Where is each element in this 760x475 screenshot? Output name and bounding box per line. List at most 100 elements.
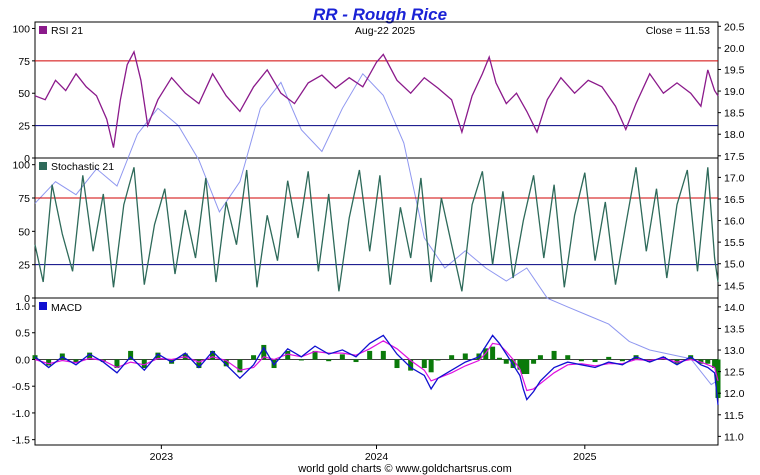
macd-histogram-bar: [712, 359, 718, 369]
stochastic-tick-label: 50: [18, 226, 30, 238]
price-tick-label: 17.5: [724, 151, 745, 163]
price-tick-label: 17.0: [724, 172, 745, 184]
macd-histogram-bar: [619, 359, 625, 362]
price-tick-label: 11.0: [724, 431, 744, 443]
price-tick-label: 15.5: [724, 237, 745, 249]
macd-histogram-bar: [128, 350, 134, 360]
macd-histogram-bar: [367, 350, 373, 360]
macd-histogram-bar: [312, 350, 318, 360]
macd-histogram-bar: [353, 359, 359, 363]
macd-histogram-bar: [606, 356, 612, 360]
macd-histogram-bar: [155, 352, 161, 360]
x-tick-label: 2024: [365, 451, 389, 463]
macd-tick-label: -1.0: [12, 408, 30, 420]
macd-histogram-bar: [428, 359, 434, 373]
stochastic-legend-label: Stochastic 21: [51, 161, 114, 173]
macd-line: [34, 334, 719, 405]
macd-histogram-bar: [462, 353, 468, 360]
price-tick-label: 11.5: [724, 410, 744, 422]
rsi-tick-label: 50: [18, 88, 30, 100]
macd-histogram-bar: [298, 359, 304, 361]
macd-histogram-bar: [114, 359, 120, 369]
rsi-tick-label: 100: [12, 23, 30, 35]
price-tick-label: 20.0: [724, 43, 745, 55]
macd-histogram-bar: [517, 359, 523, 370]
macd-histogram-bar: [46, 359, 52, 366]
rsi-legend-swatch: [39, 26, 47, 34]
close-readout: Close = 11.53: [646, 25, 710, 37]
macd-histogram-bar: [421, 359, 427, 369]
macd-tick-label: 1.0: [15, 301, 30, 313]
macd-histogram-bar: [223, 359, 229, 367]
macd-histogram-bar: [531, 359, 537, 364]
macd-tick-label: 0.0: [15, 354, 30, 366]
macd-histogram-bar: [592, 359, 598, 363]
macd-histogram-bar: [524, 359, 530, 375]
macd-histogram-bar: [705, 359, 711, 364]
price-tick-label: 12.5: [724, 367, 745, 379]
price-line: [34, 72, 719, 386]
macd-histogram-bar: [503, 359, 509, 364]
macd-tick-label: -1.5: [12, 435, 30, 447]
stochastic-panel: [34, 157, 719, 299]
rsi-tick-label: 0: [24, 153, 30, 165]
macd-histogram-bar: [326, 359, 332, 362]
price-tick-label: 14.5: [724, 280, 745, 292]
macd-histogram-bar: [520, 359, 526, 375]
macd-histogram-bar: [565, 355, 571, 360]
macd-histogram-bar: [87, 352, 93, 360]
price-tick-label: 16.5: [724, 194, 745, 206]
macd-histogram-bar: [380, 350, 386, 360]
x-tick-label: 2023: [150, 451, 174, 463]
macd-histogram-bar: [285, 350, 291, 360]
price-tick-label: 14.0: [724, 302, 745, 314]
stochastic-tick-label: 100: [12, 160, 30, 172]
stochastic-tick-label: 75: [18, 193, 30, 205]
price-tick-label: 18.5: [724, 108, 745, 120]
stochastic-legend-swatch: [39, 162, 47, 170]
macd-histogram-bar: [435, 359, 441, 361]
macd-histogram-bar: [196, 359, 202, 369]
rsi-tick-label: 75: [18, 56, 30, 68]
macd-histogram-bar: [394, 359, 400, 369]
price-tick-label: 20.5: [724, 21, 745, 33]
macd-histogram-bar: [490, 346, 496, 360]
price-tick-label: 15.0: [724, 259, 745, 271]
price-tick-label: 19.0: [724, 86, 745, 98]
macd-tick-label: -0.5: [12, 381, 30, 393]
chart-title: RR - Rough Rice: [313, 5, 447, 24]
macd-histogram-bar: [551, 350, 557, 360]
macd-panel: [34, 297, 719, 446]
macd-histogram-bar: [449, 355, 455, 360]
rsi-legend-label: RSI 21: [51, 25, 83, 37]
macd-legend-swatch: [39, 302, 47, 310]
macd-histogram-bar: [237, 359, 243, 373]
rsi-panel: [34, 21, 719, 159]
price-tick-label: 19.5: [724, 64, 745, 76]
macd-histogram-bar: [73, 359, 79, 363]
rsi-line: [34, 49, 719, 148]
stochastic-tick-label: 25: [18, 260, 30, 272]
macd-signal-line: [34, 340, 719, 392]
price-tick-label: 13.5: [724, 323, 745, 335]
macd-legend-label: MACD: [51, 302, 82, 314]
macd-histogram-bar: [496, 357, 502, 360]
macd-tick-label: 0.5: [15, 328, 30, 340]
price-tick-label: 13.0: [724, 345, 745, 357]
macd-histogram-bar: [537, 355, 543, 360]
x-tick-label: 2025: [573, 451, 597, 463]
chart-date: Aug-22 2025: [355, 25, 415, 37]
macd-histogram-bar: [141, 359, 147, 369]
price-tick-label: 12.0: [724, 388, 745, 400]
price-tick-label: 16.0: [724, 216, 745, 228]
macd-histogram-bar: [339, 354, 345, 360]
rsi-tick-label: 25: [18, 121, 30, 133]
price-tick-label: 18.0: [724, 129, 745, 141]
macd-histogram-bar: [261, 344, 267, 360]
stochastic-tick-label: 0: [24, 293, 30, 305]
macd-histogram-bar: [408, 359, 414, 371]
stochastic-line: [34, 167, 719, 292]
macd-histogram-bar: [210, 350, 216, 360]
macd-histogram-bar: [578, 359, 584, 362]
